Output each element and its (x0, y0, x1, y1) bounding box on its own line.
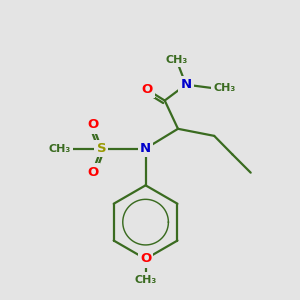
Text: O: O (87, 118, 98, 131)
Text: CH₃: CH₃ (213, 83, 236, 93)
Text: O: O (87, 166, 98, 178)
Text: N: N (140, 142, 151, 155)
Text: CH₃: CH₃ (48, 143, 70, 154)
Text: O: O (141, 83, 153, 96)
Text: CH₃: CH₃ (165, 55, 188, 65)
Text: N: N (180, 78, 191, 91)
Text: S: S (97, 142, 106, 155)
Text: CH₃: CH₃ (134, 274, 157, 285)
Text: O: O (140, 252, 151, 266)
